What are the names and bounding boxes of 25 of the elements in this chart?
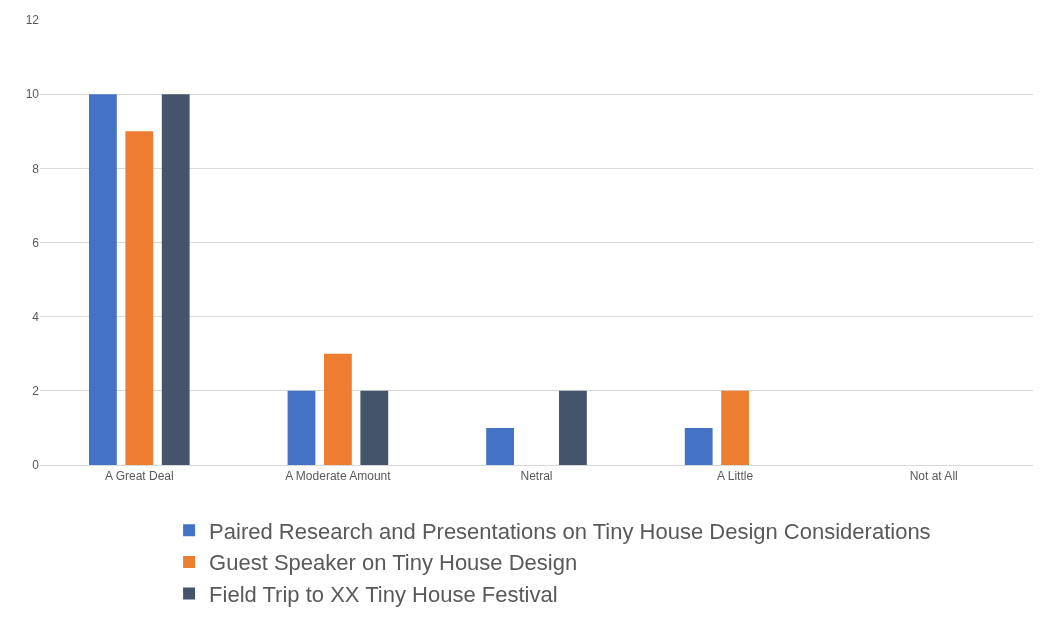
bar — [721, 390, 749, 465]
y-tick-label: 8 — [32, 161, 40, 176]
y-tick-label: 0 — [32, 458, 40, 473]
bar — [324, 353, 352, 465]
y-tick-label: 10 — [25, 87, 40, 102]
bar — [161, 94, 190, 465]
bar — [360, 390, 389, 465]
y-tick-label: 12 — [25, 13, 40, 28]
bar — [684, 427, 713, 465]
y-tick-label: 6 — [32, 235, 40, 250]
bar — [287, 390, 316, 465]
legend-label: Field Trip to XX Tiny House Festival — [209, 582, 558, 608]
y-tick-label: 4 — [32, 309, 40, 324]
legend-label: Guest Speaker on Tiny House Design — [209, 550, 578, 576]
x-tick-label: Not at All — [909, 469, 958, 484]
y-tick-label: 2 — [32, 384, 40, 399]
x-tick-label: A Great Deal — [104, 469, 174, 484]
bar — [125, 131, 154, 465]
x-tick-label: A Moderate Amount — [285, 469, 392, 484]
legend-label: Paired Research and Presentations on Tiny House Design Considerations — [209, 518, 931, 544]
bar — [559, 390, 587, 465]
x-tick-label: Netral — [520, 469, 553, 484]
bar — [486, 427, 514, 465]
bar — [88, 94, 117, 465]
x-tick-label: A Little — [717, 469, 754, 484]
